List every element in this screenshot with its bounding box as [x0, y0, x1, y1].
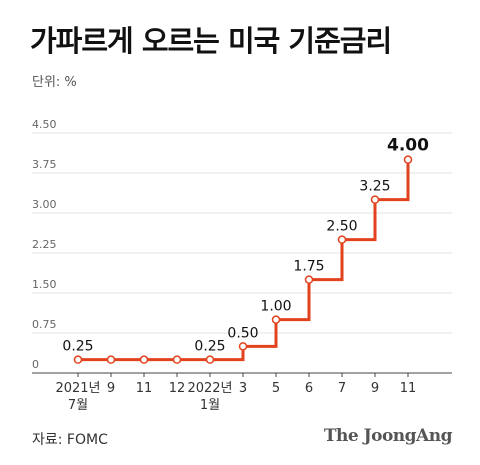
x-tick-sublabel: 7월 — [68, 398, 88, 413]
source-note: 자료: FOMC — [32, 432, 108, 448]
chart-title: 가파르게 오르는 미국 기준금리 — [30, 24, 392, 58]
y-tick-label: 3.75 — [32, 158, 57, 171]
x-tick-label: 9 — [107, 381, 115, 396]
y-tick-label: 0 — [32, 358, 39, 371]
data-label: 0.50 — [227, 325, 258, 341]
unit-label: 단위: % — [32, 75, 77, 90]
data-point — [139, 355, 149, 364]
x-tick-label: 11 — [400, 381, 417, 396]
data-label: 1.75 — [293, 259, 324, 275]
y-tick-label: 3.00 — [32, 198, 57, 211]
y-tick-label: 4.50 — [32, 118, 57, 131]
data-label: 1.00 — [260, 299, 291, 315]
x-tick-label: 2022년 — [187, 381, 232, 396]
x-tick-sublabel: 1월 — [200, 398, 220, 413]
data-label: 0.25 — [62, 339, 93, 355]
data-label: 0.25 — [194, 339, 225, 355]
data-point — [271, 315, 281, 324]
x-tick-label: 7 — [338, 381, 346, 396]
data-label: 2.50 — [326, 219, 357, 235]
y-tick-label: 0.75 — [32, 318, 57, 331]
x-tick-label: 5 — [272, 381, 280, 396]
data-point — [73, 355, 83, 364]
x-tick-label: 2021년 — [55, 381, 100, 396]
x-tick-label: 12 — [169, 381, 186, 396]
x-tick-label: 3 — [239, 381, 247, 396]
x-tick-label: 11 — [136, 381, 153, 396]
brand-logo: The JoongAng — [323, 426, 453, 446]
data-point — [304, 275, 314, 284]
data-point — [106, 355, 116, 364]
y-tick-label: 2.25 — [32, 238, 57, 251]
data-point — [403, 155, 413, 164]
data-point — [337, 235, 347, 244]
x-tick-label: 6 — [305, 381, 313, 396]
x-tick-label: 9 — [371, 381, 379, 396]
data-label: 3.25 — [359, 179, 390, 195]
data-point — [205, 355, 215, 364]
data-point — [172, 355, 182, 364]
y-tick-label: 1.50 — [32, 278, 57, 291]
data-point — [370, 195, 380, 204]
data-label: 4.00 — [387, 136, 429, 156]
data-point — [238, 342, 248, 351]
